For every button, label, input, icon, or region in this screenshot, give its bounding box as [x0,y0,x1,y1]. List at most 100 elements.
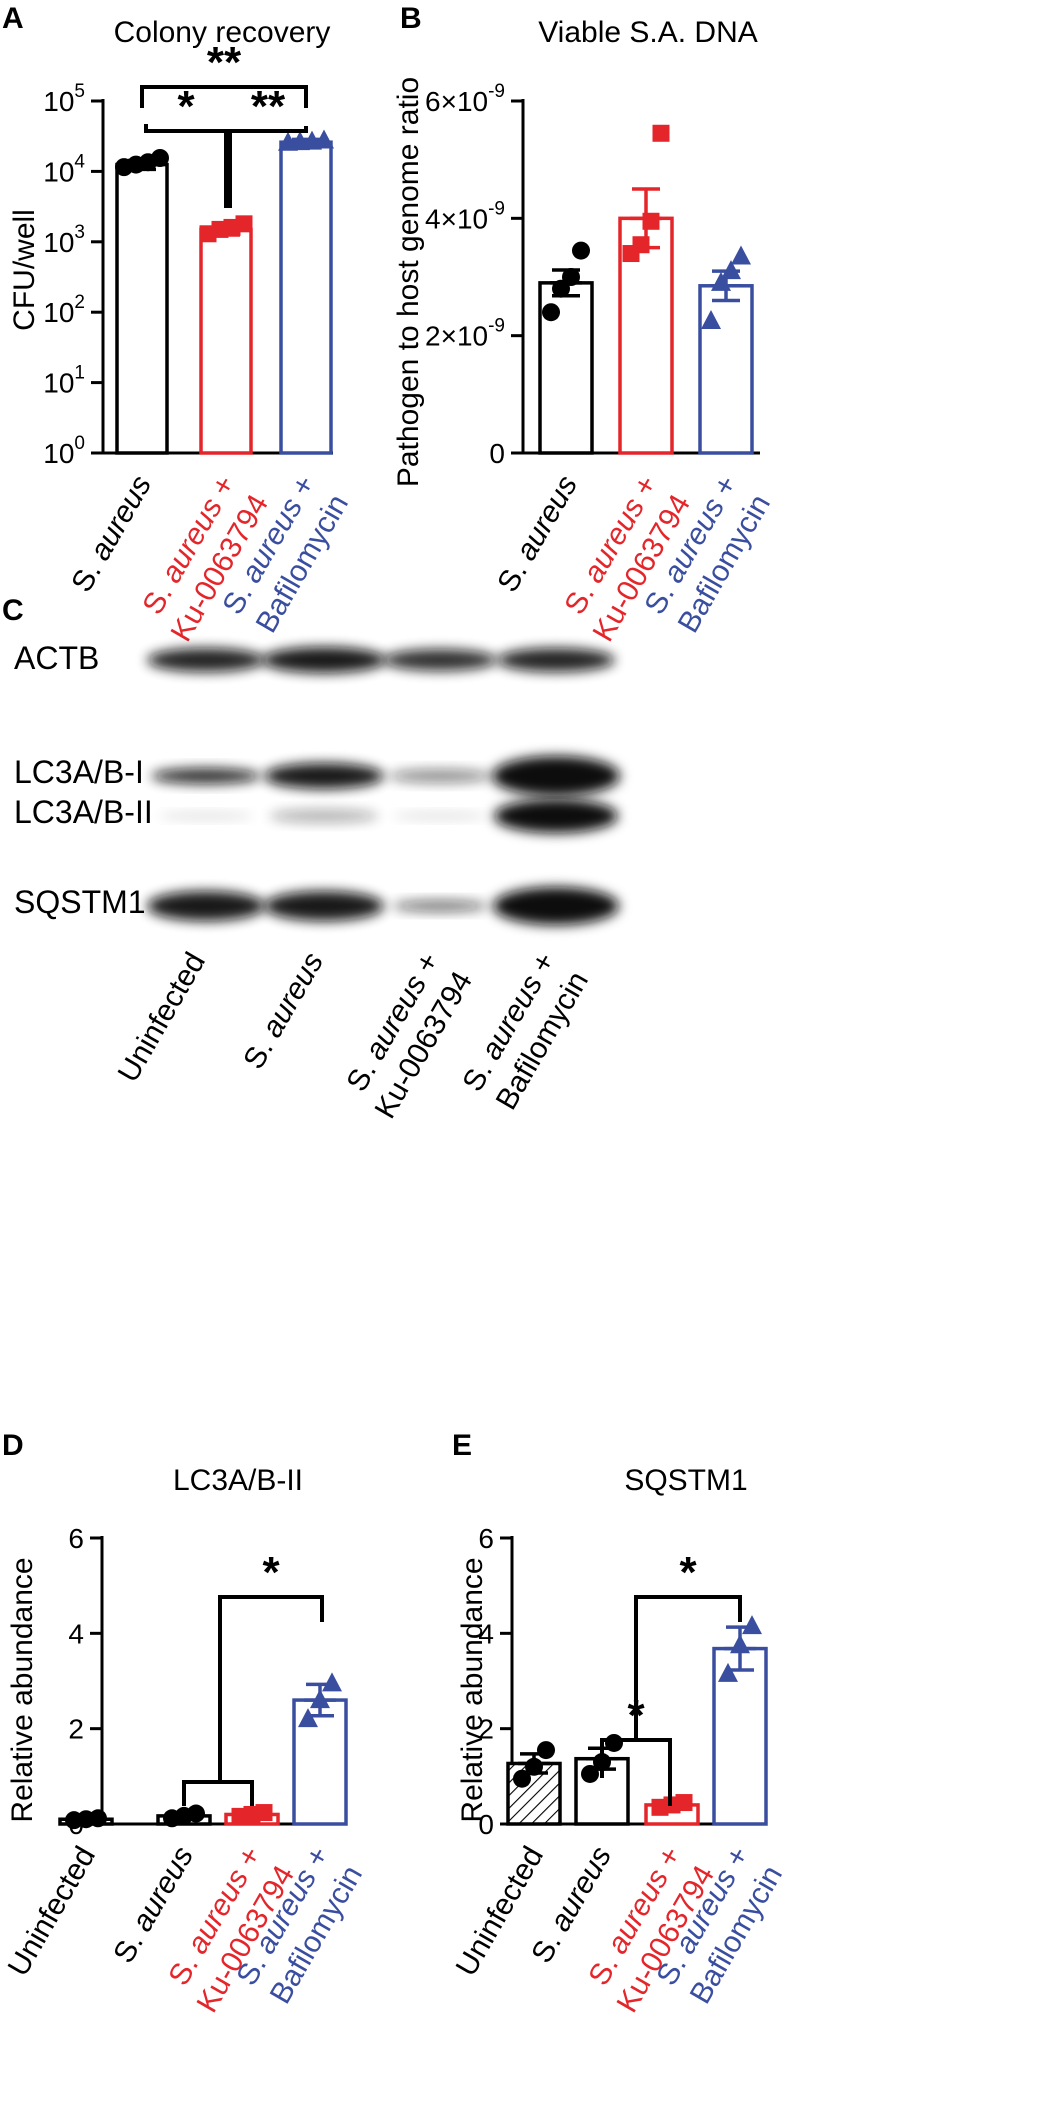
chart-a-sig-3 [228,126,308,208]
blot-label-actb: ACTB [14,640,99,676]
chart-e-ylabel: Relative abundance [456,1557,489,1822]
chart-d-data-point [322,1672,342,1692]
chart-b-data-point [632,236,650,254]
chart-d-category-label: Uninfected [2,1841,102,1982]
blot-lane-label: S. aureus [237,947,330,1075]
chart-d-data-point [298,1708,318,1728]
chart-e-title: SQSTM1 [624,1464,747,1497]
chart-d-data-point [187,1804,205,1823]
chart-d-sig-group [182,1780,254,1806]
band-lc3-i [264,763,384,789]
chart-e-data-point [742,1615,762,1635]
band-lc3-i [151,768,261,784]
chart-d-sig-1-star: * [262,1548,280,1597]
band-lc3-ii [158,812,254,820]
band-lc3-ii [494,799,618,833]
band-actb [262,647,386,673]
chart-a-bar [279,140,333,455]
chart-a-ytick-label: 103 [43,222,85,258]
chart-e-data-point [525,1757,543,1776]
band-lc3-ii [269,809,379,823]
panel-label-a: A [2,2,24,35]
chart-b-data-point [542,303,560,322]
chart-b-ylabel: Pathogen to host genome ratio [392,77,425,487]
chart-b-data-point [552,279,570,298]
chart-a-sig-2-star: ** [207,38,242,87]
chart-d-sig-1 [218,1595,324,1782]
chart-a-ylabel: CFU/well [8,209,41,331]
chart-a-title: Colony recovery [114,16,331,49]
chart-a: Colony recovery CFU/well 100 101 102 103 104… [8,16,355,647]
chart-a-data-point [314,129,334,149]
band-lc3-i [388,769,492,783]
band-sqstm1 [493,887,619,925]
band-lc3-ii [392,812,488,820]
band-actb [383,649,497,671]
chart-b-data-point [731,245,751,265]
chart-b-data-point [572,241,590,260]
chart-d-ytick-label: 2 [68,1714,84,1745]
blot-label-lc3-ii: LC3A/B-II [14,794,153,830]
chart-e-ytick-label: 4 [478,1618,494,1649]
chart-e-sig-2 [634,1595,742,1740]
chart-d-title: LC3A/B-II [173,1464,303,1497]
chart-b-title: Viable S.A. DNA [538,16,758,49]
chart-a-sig-3-star: ** [251,82,286,131]
chart-d-ylabel: Relative abundance [6,1557,39,1822]
chart-e-ytick-label: 6 [478,1523,494,1554]
chart-b-data-point [562,268,580,286]
chart-e-ytick-label: 2 [478,1714,494,1745]
chart-b-data-point [701,310,721,329]
band-sqstm1 [392,900,488,912]
chart-a-ytick-label: 101 [43,363,85,399]
band-lc3-i [492,756,620,796]
chart-e-data-point [513,1769,531,1788]
chart-a-ytick-label: 104 [43,151,85,187]
band-sqstm1 [147,891,265,921]
blot-lane-label: Uninfected [112,947,212,1088]
chart-e-category-label: Uninfected [450,1841,550,1982]
chart-a-bar [115,162,169,455]
chart-d-ytick-label: 6 [68,1523,84,1554]
chart-a-data-point [235,215,253,233]
chart-d-data-point [255,1804,273,1822]
chart-b-ytick-label: 0 [489,438,505,469]
panel-label-c: C [2,594,24,627]
chart-a-category-label: S. aureus [65,470,158,598]
chart-d-bar [292,1698,348,1826]
chart-b: Viable S.A. DNA Pathogen to host genome … [392,16,777,647]
chart-b-data-point [711,271,731,291]
chart-a-sig-1 [144,124,228,208]
chart-b-data-point [652,124,670,142]
band-sqstm1 [264,891,384,921]
chart-b-data-point [642,212,660,230]
chart-a-data-point [151,149,169,168]
blot-lane-label: S. aureus +Bafilomycin [456,947,595,1116]
chart-e: SQSTM1 Relative abundance 0 2 4 6 Uninfected… [450,1464,789,2018]
band-actb [497,648,615,672]
chart-e-data-point [718,1662,738,1682]
chart-a-sig-2 [140,85,308,108]
chart-a-sig-1-star: * [177,82,195,131]
blot-lane-label: S. aureus +Ku-0063794 [336,947,479,1124]
chart-b-ytick-label: 6×10-9 [425,81,505,117]
chart-b-ytick-label: 2×10-9 [425,316,505,352]
chart-b-category-label: S. aureus [491,470,584,598]
chart-b-ytick-label: 4×10-9 [425,198,505,234]
chart-e-data-point [675,1794,693,1812]
chart-e-data-point [581,1764,599,1783]
chart-d-ytick-label: 4 [68,1618,84,1649]
blot-label-sqstm1: SQSTM1 [14,884,146,920]
chart-b-data-point [721,260,741,280]
blot-label-lc3-i: LC3A/B-I [14,754,144,790]
panel-label-b: B [400,2,422,35]
chart-e-data-point [605,1733,623,1752]
chart-d-data-point [310,1689,330,1709]
chart-a-ytick-label: 100 [43,433,85,469]
western-blot-c: ACTB LC3A/B-I LC3A/B-II SQSTM1 Uninfecte… [14,640,620,1124]
